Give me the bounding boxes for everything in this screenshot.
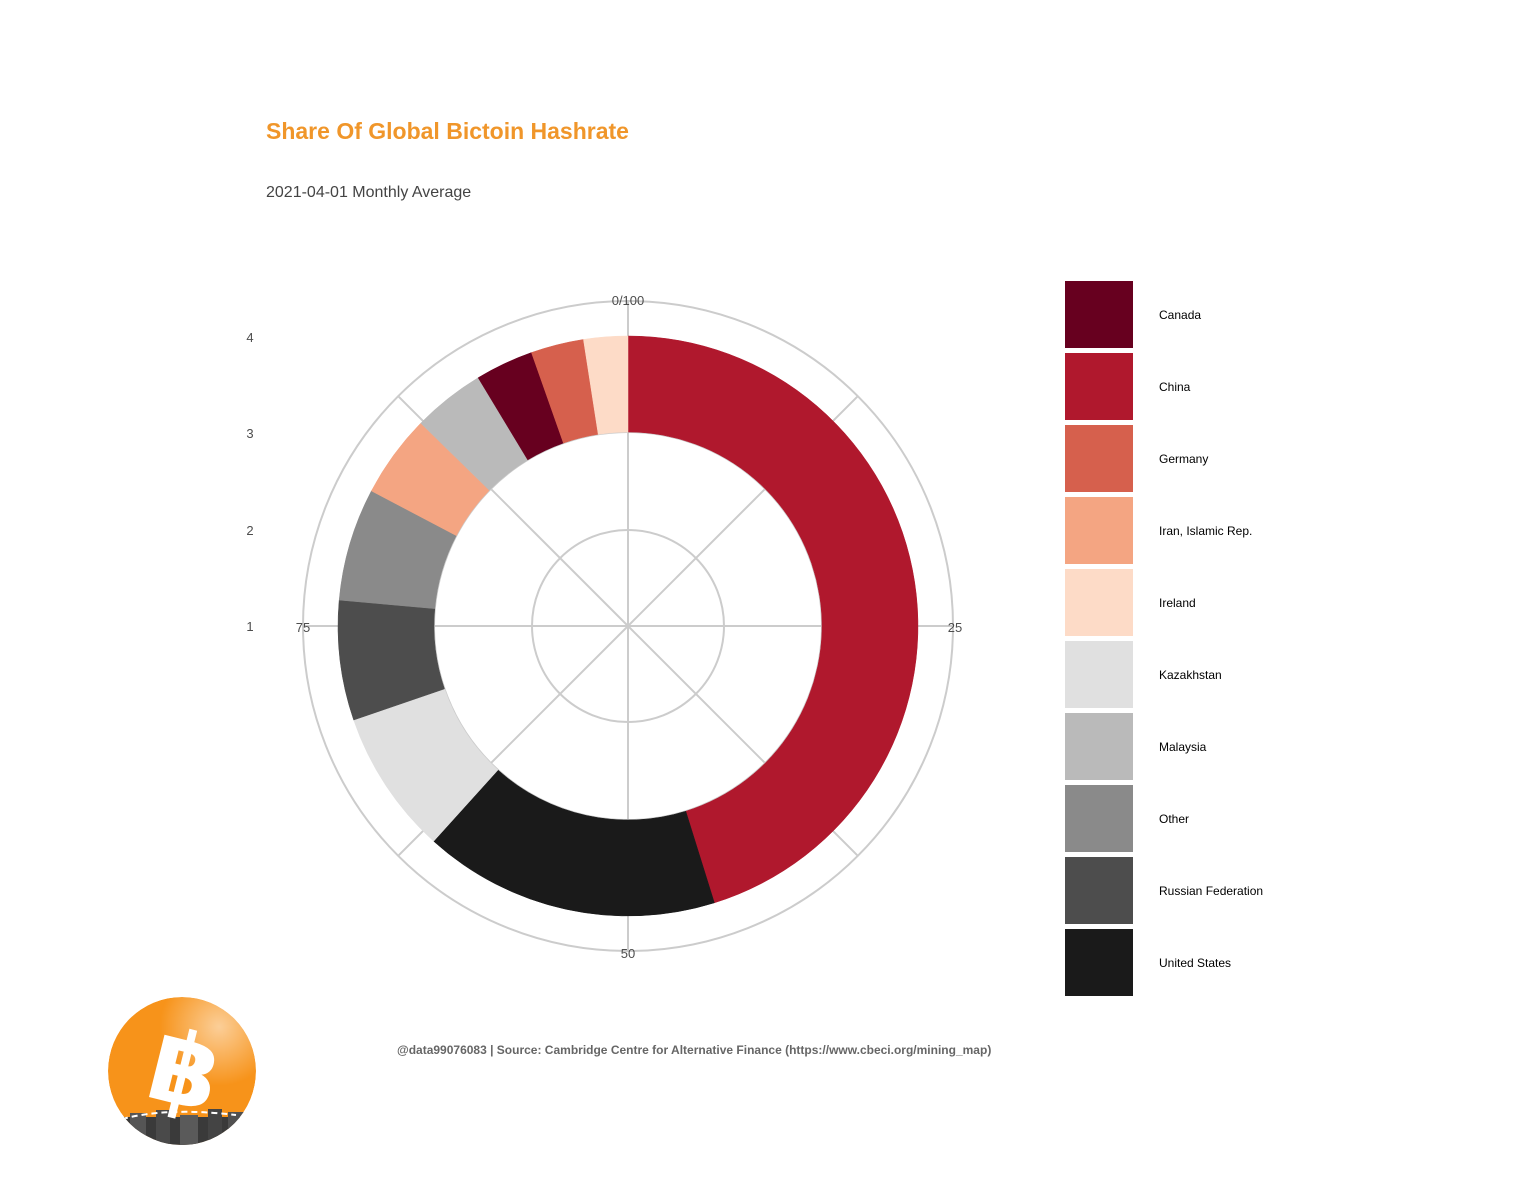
donut-chart: 0/100 25 50 75 1 2 3 4 [246, 293, 962, 961]
angle-tick-label: 0/100 [612, 293, 645, 308]
legend-label: Kazakhstan [1159, 668, 1222, 682]
slices [337, 335, 919, 917]
chart-title: Share Of Global Bictoin Hashrate [266, 118, 629, 144]
legend-swatch [1065, 425, 1133, 492]
angle-tick-label: 50 [621, 946, 635, 961]
source-caption: @data99076083 | Source: Cambridge Centre… [397, 1043, 992, 1057]
legend-swatch [1065, 785, 1133, 852]
legend-swatch [1065, 569, 1133, 636]
legend-swatch [1065, 641, 1133, 708]
slice-ireland [583, 335, 629, 435]
slice-united-states [433, 769, 715, 917]
radial-tick-label: 1 [246, 619, 253, 634]
slice-china [627, 335, 919, 904]
bitcoin-logo-icon: ฿ [108, 997, 256, 1145]
axis-labels: 0/100 25 50 75 1 2 3 4 [246, 293, 962, 961]
legend-label: Canada [1159, 308, 1202, 322]
legend-swatch [1065, 497, 1133, 564]
legend-swatch [1065, 713, 1133, 780]
legend-swatch [1065, 857, 1133, 924]
legend-label: Iran, Islamic Rep. [1159, 524, 1253, 538]
chart-subtitle: 2021-04-01 Monthly Average [266, 184, 472, 201]
legend-swatch [1065, 929, 1133, 996]
legend-label: Malaysia [1159, 740, 1207, 754]
legend-label: Ireland [1159, 596, 1196, 610]
legend-label: Russian Federation [1159, 884, 1264, 898]
legend-label: Other [1159, 812, 1190, 826]
legend-label: United States [1159, 956, 1232, 970]
radial-tick-label: 3 [246, 426, 253, 441]
legend-swatch [1065, 353, 1133, 420]
legend-label: Germany [1159, 452, 1209, 466]
legend-swatch [1065, 281, 1133, 348]
legend-label: China [1159, 380, 1191, 394]
angle-tick-label: 75 [296, 620, 310, 635]
radial-tick-label: 4 [246, 330, 253, 345]
radial-tick-label: 2 [246, 523, 253, 538]
angle-tick-label: 25 [948, 620, 962, 635]
